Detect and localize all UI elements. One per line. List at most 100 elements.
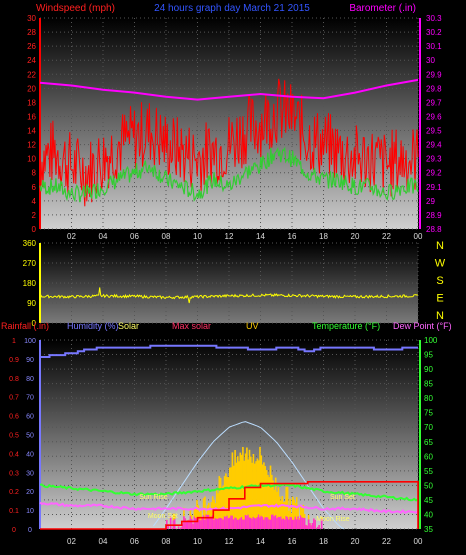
uv-bar — [257, 460, 260, 529]
baro-right-tick-label: 30.2 — [426, 28, 442, 37]
max-solar-legend: Max solar — [172, 321, 211, 331]
humidity-tick-label: 90 — [26, 357, 34, 364]
temp-tick-label: 90 — [424, 365, 433, 374]
solar-bar — [311, 523, 314, 529]
temp-tick-label: 100 — [424, 336, 438, 345]
uv-bar — [202, 498, 205, 529]
uv-bar — [286, 486, 289, 529]
rain-x-tick-label: 12 — [225, 537, 234, 546]
humidity-tick-label: 10 — [26, 508, 34, 515]
rain-x-tick-label: 08 — [162, 537, 171, 546]
rain-x-tick-label: 10 — [193, 537, 202, 546]
solar-bar — [280, 516, 282, 529]
uv-bar — [248, 449, 251, 529]
solar-bar — [190, 518, 193, 529]
solar-bar — [226, 515, 229, 529]
baro-right-tick-label: 28.8 — [426, 225, 442, 234]
solar-bar — [253, 518, 256, 529]
solar-legend: Solar — [118, 321, 139, 331]
solar-bar — [294, 516, 297, 529]
rain-x-tick-label: 16 — [288, 537, 297, 546]
uv-bar — [294, 502, 297, 529]
uv-bar — [268, 477, 271, 529]
uv-bar — [278, 496, 281, 529]
wind-left-tick-label: 24 — [27, 56, 36, 65]
uv-bar — [282, 502, 285, 529]
rainfall-line — [40, 481, 419, 530]
solar-bar — [215, 518, 218, 529]
dew-point-legend: Dew Point (°F) — [393, 321, 452, 331]
baro-right-tick-label: 30.3 — [426, 14, 442, 23]
uv-bar — [264, 466, 267, 529]
compass-label: W — [435, 258, 446, 270]
direction-tick-label: 360 — [23, 239, 37, 248]
baro-right-tick-label: 29.7 — [426, 98, 442, 107]
uv-bar — [269, 465, 272, 529]
uv-bar — [194, 507, 197, 529]
solar-bar — [225, 516, 227, 529]
solar-bar — [263, 519, 265, 529]
solar-bar — [238, 519, 240, 529]
solar-bar — [183, 516, 185, 529]
wind-left-tick-label: 26 — [27, 42, 36, 51]
temp-tick-label: 35 — [424, 525, 433, 534]
solar-bar — [290, 517, 293, 529]
solar-bar — [229, 517, 231, 529]
uv-bar — [210, 502, 213, 529]
wind-x-tick-label: 02 — [67, 232, 76, 241]
temp-tick-label: 55 — [424, 467, 433, 476]
moon-rise-annotation: Moon Rise — [316, 516, 350, 523]
rain-x-tick-label: 14 — [256, 537, 265, 546]
humidity-tick-label: 80 — [26, 376, 34, 383]
solar-bar — [213, 519, 215, 529]
solar-bar — [267, 517, 269, 529]
humidity-tick-label: 0 — [28, 527, 32, 534]
solar-bar — [305, 524, 307, 529]
solar-bar — [169, 516, 172, 529]
uv-bar — [263, 462, 265, 529]
solar-bar — [239, 518, 242, 529]
solar-bar — [202, 515, 205, 529]
solar-bar — [194, 518, 197, 529]
solar-bar — [189, 516, 192, 529]
uv-bar — [235, 462, 238, 529]
direction-tick-label: 0 — [32, 319, 37, 328]
temp-tick-label: 95 — [424, 351, 433, 360]
wind-x-tick-label: 04 — [99, 232, 108, 241]
uv-bar — [276, 491, 278, 529]
baro-right-tick-label: 29.3 — [426, 155, 442, 164]
uv-bar — [213, 499, 215, 529]
uv-legend: UV — [246, 321, 259, 331]
uv-bar — [293, 499, 295, 529]
uv-bar — [267, 475, 269, 529]
wind-left-tick-label: 0 — [32, 225, 37, 234]
solar-bar — [210, 516, 213, 529]
wind-gust-line — [39, 78, 419, 207]
solar-bar — [173, 519, 176, 529]
uv-bar — [223, 476, 226, 529]
wind-left-tick-label: 2 — [32, 211, 37, 220]
humidity-tick-label: 30 — [26, 470, 34, 477]
uv-bar — [265, 470, 268, 529]
solar-bar — [246, 515, 248, 529]
wind-avg-line — [39, 146, 419, 203]
humidity-line — [40, 344, 418, 358]
solar-bar — [289, 516, 292, 529]
rain-tick-label: 1 — [12, 338, 16, 345]
solar-bar — [298, 519, 301, 529]
uv-bar — [218, 476, 221, 529]
rain-tick-label: 0 — [12, 527, 16, 534]
baro-right-tick-label: 29.1 — [426, 183, 442, 192]
temp-tick-label: 40 — [424, 510, 433, 519]
solar-bar — [187, 520, 189, 529]
solar-bar — [264, 517, 267, 529]
wind-left-tick-label: 4 — [32, 197, 37, 206]
solar-bar — [184, 518, 187, 529]
solar-bar — [302, 517, 305, 529]
humidity-tick-label: 20 — [26, 489, 34, 496]
solar-bar — [208, 514, 210, 529]
solar-bar — [204, 519, 206, 529]
baro-right-tick-label: 30.1 — [426, 42, 442, 51]
uv-bar — [256, 458, 259, 529]
